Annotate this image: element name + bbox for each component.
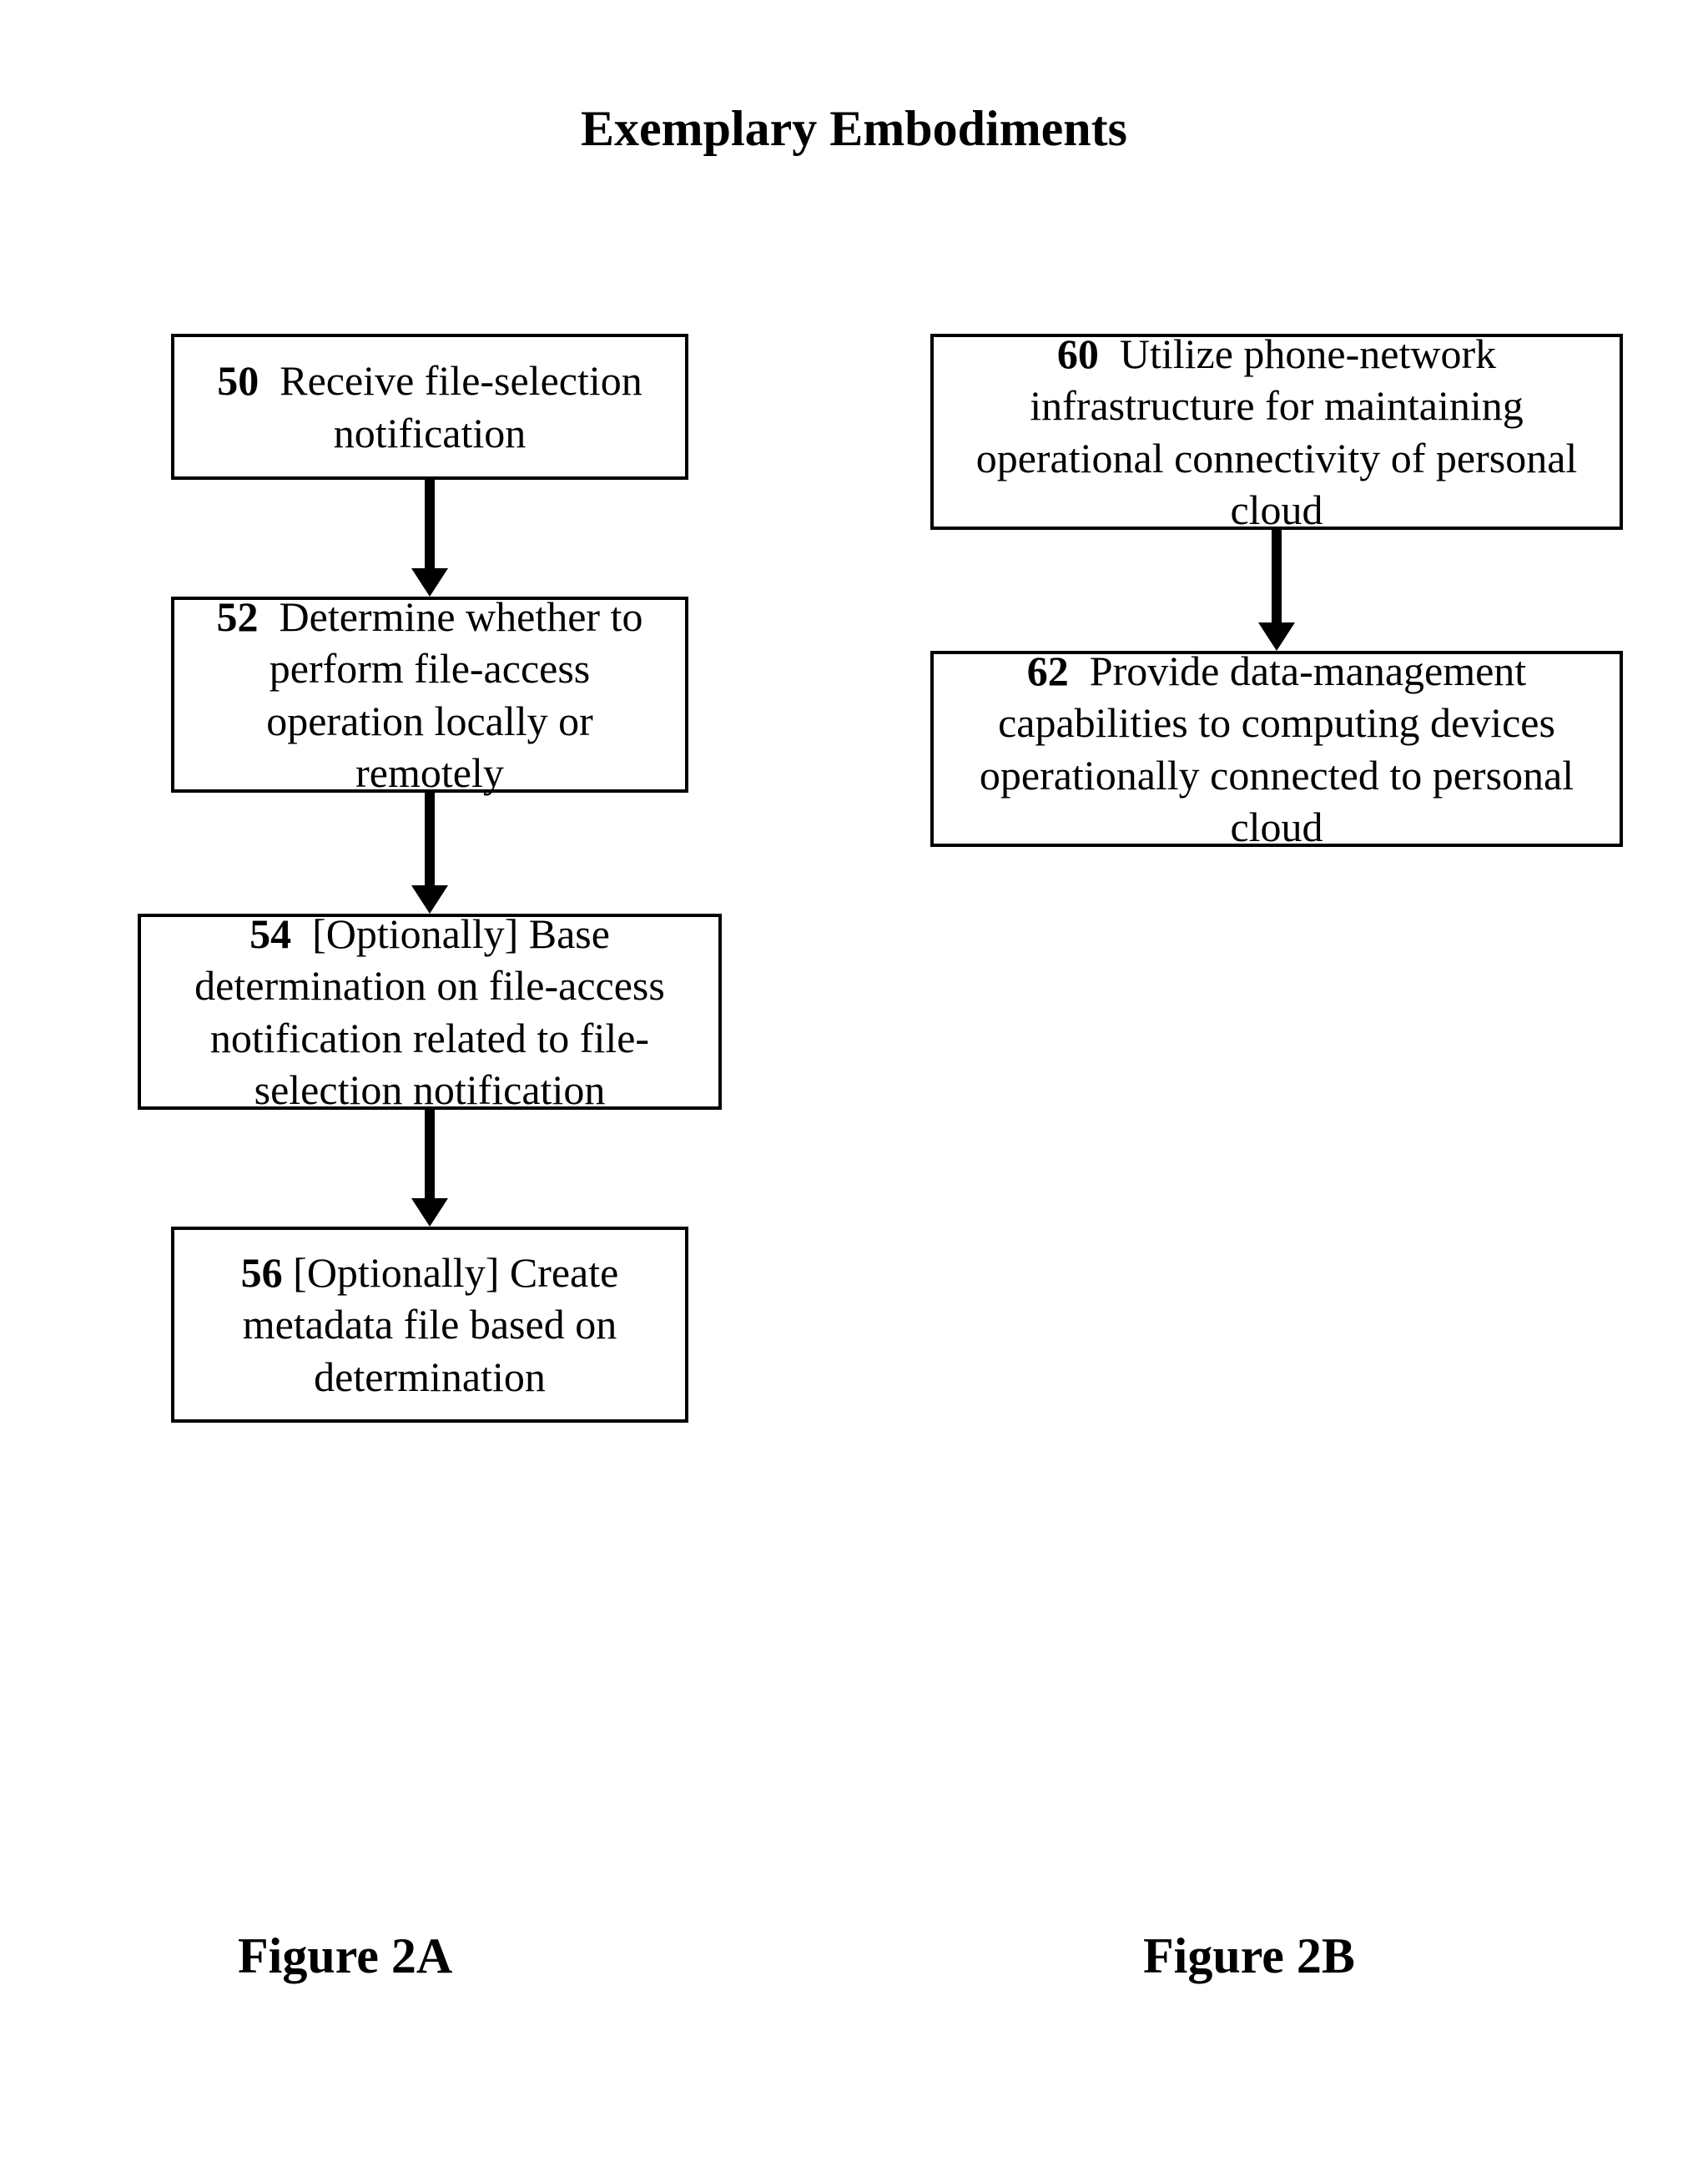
- flow-box-62-text: Provide data-management capabilities to …: [980, 648, 1574, 851]
- flow-box-50-text: Receive file-selection notification: [280, 357, 642, 456]
- flow-box-56-content: 56 [Optionally] Create metadata file bas…: [191, 1247, 668, 1403]
- flow-box-50: 50 Receive file-selection notification: [171, 334, 688, 480]
- flow-box-56: 56 [Optionally] Create metadata file bas…: [171, 1227, 688, 1423]
- figure-2b-caption: Figure 2B: [1143, 1928, 1355, 1985]
- flow-box-52-num: 52: [217, 593, 259, 640]
- arrow-shaft: [1272, 530, 1282, 622]
- arrow-head-icon: [1258, 622, 1295, 651]
- figure-2a-caption: Figure 2A: [238, 1928, 452, 1985]
- flow-box-56-num: 56: [241, 1249, 283, 1296]
- flow-box-52: 52 Determine whether to perform file-acc…: [171, 597, 688, 793]
- flow-box-62-content: 62 Provide data-management capabilities …: [950, 645, 1603, 854]
- flow-box-54: 54 [Optionally] Base determination on fi…: [138, 914, 722, 1110]
- flow-box-52-content: 52 Determine whether to perform file-acc…: [191, 591, 668, 799]
- flow-box-50-num: 50: [217, 357, 259, 404]
- flow-box-56-text: [Optionally] Create metadata file based …: [243, 1249, 619, 1400]
- page-title: Exemplary Embodiments: [0, 100, 1708, 158]
- flow-box-60-content: 60 Utilize phone-network infrastructure …: [950, 328, 1603, 537]
- arrow-head-icon: [411, 885, 448, 914]
- flow-box-62-num: 62: [1027, 648, 1069, 694]
- diagram-page: Exemplary Embodiments 50 Receive file-se…: [0, 0, 1708, 2182]
- flow-box-60-num: 60: [1057, 330, 1099, 377]
- flow-box-50-content: 50 Receive file-selection notification: [191, 355, 668, 459]
- flow-box-52-text: Determine whether to perform file-access…: [266, 593, 642, 797]
- flow-box-54-num: 54: [249, 910, 291, 957]
- flow-box-54-content: 54 [Optionally] Base determination on fi…: [158, 908, 702, 1116]
- arrow-shaft: [425, 793, 435, 885]
- flow-box-62: 62 Provide data-management capabilities …: [930, 651, 1623, 847]
- arrow-head-icon: [411, 568, 448, 597]
- arrow-head-icon: [411, 1198, 448, 1227]
- arrow-shaft: [425, 480, 435, 568]
- arrow-shaft: [425, 1110, 435, 1198]
- flow-box-60: 60 Utilize phone-network infrastructure …: [930, 334, 1623, 530]
